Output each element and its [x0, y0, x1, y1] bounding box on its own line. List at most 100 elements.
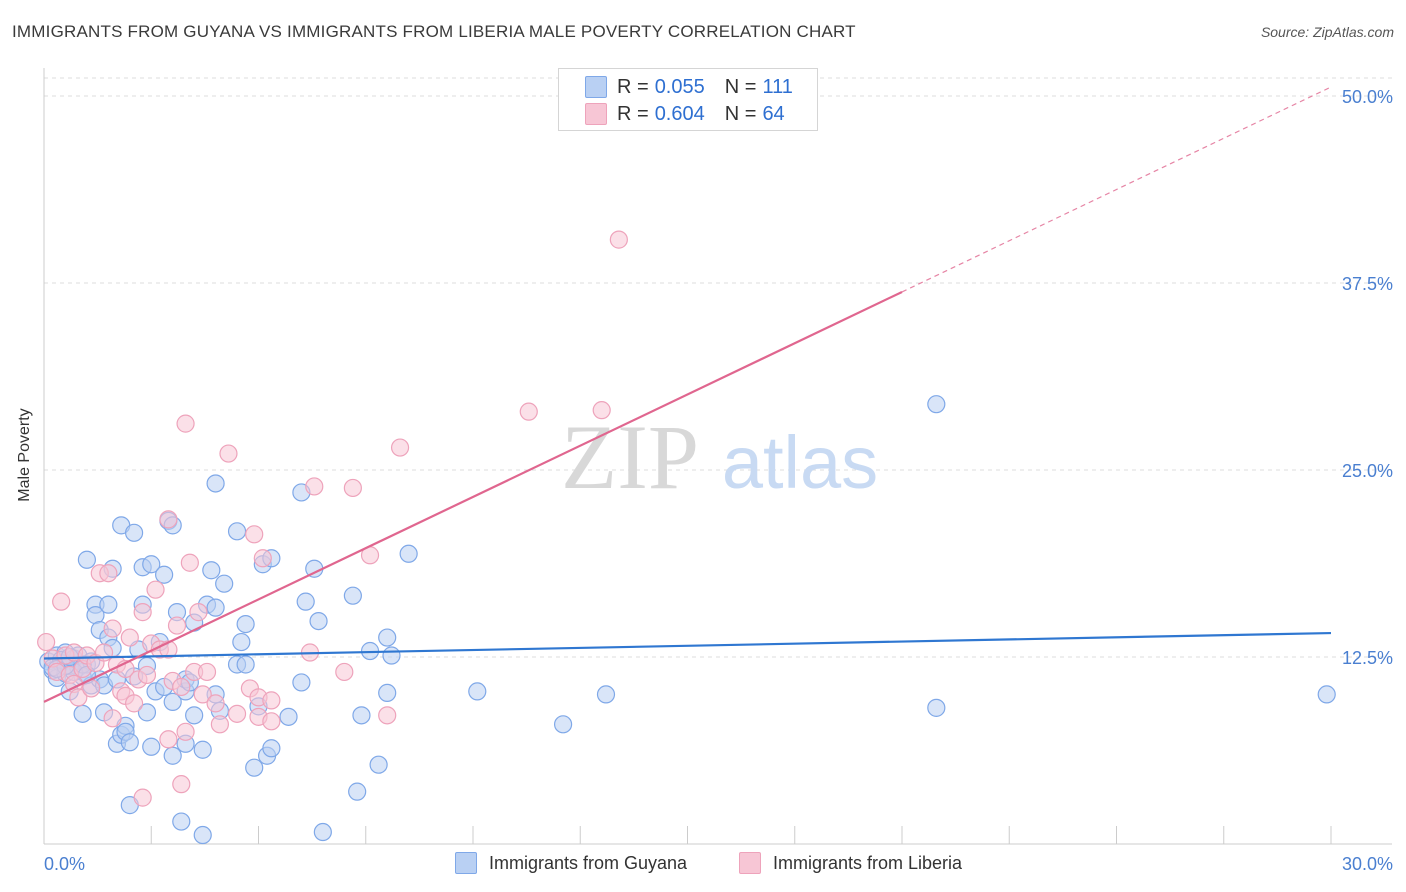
point-liberia: [262, 712, 281, 731]
point-liberia: [305, 477, 324, 496]
point-guyana: [232, 632, 251, 652]
point-liberia: [52, 592, 71, 611]
point-liberia: [120, 628, 139, 647]
point-liberia: [193, 685, 212, 704]
point-guyana: [378, 683, 397, 703]
legend-top: R = 0.055 N = 111 R = 0.604 N = 64: [558, 68, 818, 131]
point-liberia: [227, 704, 247, 723]
legend-swatch-liberia: [585, 103, 607, 125]
point-liberia: [124, 694, 144, 713]
point-guyana: [348, 782, 367, 801]
trendline-guyana: [43, 631, 1332, 660]
point-liberia: [197, 662, 217, 682]
legend-r-value: 0.055: [654, 75, 705, 98]
legend-swatch-liberia: [739, 852, 761, 874]
point-guyana: [309, 611, 328, 631]
legend-swatch-guyana: [455, 852, 477, 874]
point-liberia: [378, 706, 397, 725]
legend-r-value: 0.604: [654, 102, 705, 125]
legend-row-guyana: R = 0.055 N = 111: [585, 75, 793, 99]
point-guyana: [378, 628, 397, 647]
legend-n-label: N =: [724, 75, 757, 98]
point-liberia: [176, 722, 195, 741]
points-layer: [37, 230, 1336, 845]
point-guyana: [343, 586, 362, 605]
legend-r-label: R =: [617, 102, 649, 125]
x-tick-label: 30.0%: [1342, 854, 1393, 874]
point-guyana: [236, 655, 255, 674]
legend-n-label: N =: [724, 102, 757, 125]
axis-layer: [43, 68, 1392, 845]
watermark: ZIP atlas: [561, 406, 878, 508]
y-tick-label: 25.0%: [1342, 461, 1393, 481]
point-guyana: [236, 614, 255, 634]
point-liberia: [519, 402, 538, 421]
point-guyana: [120, 733, 139, 752]
point-liberia: [69, 688, 88, 707]
point-liberia: [167, 616, 187, 635]
point-guyana: [313, 822, 332, 842]
legend-n-value: 111: [762, 75, 793, 98]
point-liberia: [172, 775, 191, 794]
point-liberia: [146, 580, 165, 599]
point-liberia: [180, 553, 199, 572]
point-guyana: [369, 755, 388, 774]
point-guyana: [245, 758, 264, 777]
point-liberia: [159, 510, 178, 529]
point-liberia: [592, 401, 611, 420]
legend-n-value: 64: [762, 102, 785, 125]
point-guyana: [553, 715, 573, 734]
point-liberia: [176, 414, 195, 433]
trendline-liberia-dashed: [901, 86, 1332, 293]
point-guyana: [124, 523, 144, 542]
point-guyana: [142, 737, 161, 756]
legend-bottom: Immigrants from Guyana Immigrants from L…: [0, 852, 1406, 876]
legend-label-liberia: Immigrants from Liberia: [773, 852, 963, 873]
source-credit: Source: ZipAtlas.com: [1260, 24, 1394, 40]
point-liberia: [219, 444, 238, 463]
grid-layer: [44, 77, 1392, 658]
chart-title: IMMIGRANTS FROM GUYANA VS IMMIGRANTS FRO…: [12, 22, 856, 41]
point-liberia: [245, 525, 264, 544]
point-guyana: [215, 574, 234, 593]
legend-row-liberia: R = 0.604 N = 64: [585, 102, 785, 126]
y-axis-label: Male Poverty: [16, 408, 33, 502]
point-liberia: [609, 230, 628, 249]
point-guyana: [296, 592, 315, 611]
point-liberia: [335, 662, 354, 682]
point-guyana: [193, 825, 212, 845]
point-liberia: [210, 715, 229, 734]
point-guyana: [137, 703, 157, 722]
point-guyana: [279, 707, 298, 726]
tick-label-layer: 12.5% 25.0% 37.5% 50.0% 0.0% 30.0%: [44, 87, 1393, 874]
point-guyana: [163, 692, 182, 711]
point-guyana: [468, 682, 487, 701]
y-tick-label: 50.0%: [1342, 87, 1393, 107]
point-guyana: [155, 565, 174, 584]
point-guyana: [185, 706, 204, 725]
point-liberia: [253, 549, 272, 568]
point-guyana: [927, 395, 946, 414]
point-liberia: [206, 694, 225, 713]
point-liberia: [172, 677, 191, 697]
watermark-atlas: atlas: [722, 421, 878, 504]
point-guyana: [927, 698, 946, 717]
point-liberia: [159, 730, 178, 749]
point-guyana: [206, 474, 225, 493]
point-guyana: [77, 550, 97, 569]
point-guyana: [292, 673, 311, 692]
point-liberia: [189, 603, 208, 622]
point-liberia: [133, 788, 152, 807]
x-tick-label: 0.0%: [44, 854, 85, 874]
point-guyana: [73, 704, 92, 723]
point-liberia: [99, 564, 118, 583]
legend-item-liberia: Immigrants from Liberia: [739, 852, 962, 874]
point-liberia: [262, 691, 281, 710]
point-guyana: [352, 706, 371, 725]
point-guyana: [99, 595, 118, 614]
point-guyana: [227, 522, 247, 541]
legend-r-label: R =: [617, 75, 649, 98]
point-guyana: [262, 739, 281, 758]
legend-item-guyana: Immigrants from Guyana: [455, 852, 687, 874]
